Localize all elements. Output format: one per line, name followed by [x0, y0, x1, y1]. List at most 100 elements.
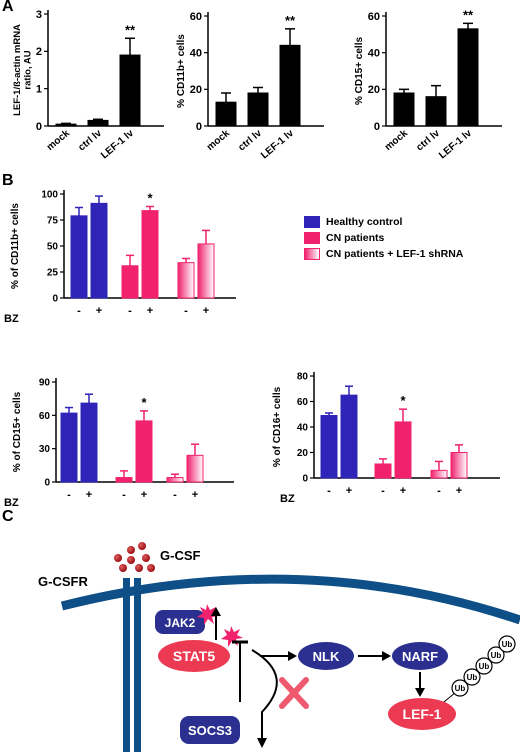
- bar: [394, 421, 412, 479]
- nlk-node: [298, 642, 354, 670]
- y-tick-label: 100: [41, 190, 58, 201]
- legend-item-cn: CN patients: [304, 230, 463, 246]
- ubiquitin-3-label: Ub: [479, 662, 490, 671]
- panel-label-c: C: [2, 508, 14, 525]
- phospho-star-stat5: [221, 626, 243, 647]
- y-tick-label: 20: [297, 448, 309, 459]
- x-tick-label: LEF-1 lv: [437, 128, 474, 162]
- x-tick-label: +: [86, 489, 92, 501]
- ubiquitin-5-label: Ub: [502, 640, 513, 649]
- legend-item-cn-shrna: CN patients + LEF-1 shRNA: [304, 246, 463, 262]
- jak2-node: [155, 610, 205, 634]
- y-tick-label: 2: [36, 46, 42, 58]
- lef1-label: LEF-1: [403, 706, 442, 722]
- lef1-node: [388, 698, 456, 730]
- y-tick-label: 3: [36, 9, 42, 21]
- x-tick-label: mock: [205, 128, 232, 153]
- bar: [215, 101, 237, 127]
- legend-label-cn-shrna: CN patients + LEF-1 shRNA: [326, 248, 464, 260]
- significance-label: *: [400, 393, 406, 408]
- x-tick-label: -: [77, 305, 81, 317]
- significance-label: **: [463, 7, 474, 22]
- x-tick-label: ctrl lv: [414, 128, 442, 154]
- y-tick-label: 0: [196, 121, 202, 133]
- bar: [177, 262, 195, 299]
- ubiquitin-3: [475, 657, 493, 675]
- bar: [119, 54, 141, 127]
- x-tick-label: +: [346, 485, 352, 497]
- ubiquitin-5: [498, 635, 516, 653]
- legend: Healthy control CN patients CN patients …: [304, 214, 463, 262]
- bar: [450, 452, 468, 479]
- x-tick-label: -: [173, 489, 177, 501]
- bar: [115, 477, 133, 483]
- bar: [457, 28, 479, 127]
- socs3-label: SOCS3: [188, 723, 232, 738]
- chart-b1-cd11b: 0 25 50 75 100 % of CD11b+ cells - + - * + - + BZ: [4, 190, 236, 325]
- x-tick-label: mock: [383, 128, 410, 153]
- y-tick-label: 0: [302, 474, 308, 485]
- receptor-chain-right: [134, 578, 141, 752]
- stat5-to-socs3-curve: [251, 649, 278, 740]
- x-tick-label: ctrl lv: [236, 128, 264, 154]
- pathway-diagram: G-CSF G-CSFR JAK2 STAT5 NLK NARF LEF-1 U…: [38, 542, 520, 752]
- ubiquitin-chain: Ub Ub Ub Ub Ub: [443, 635, 516, 703]
- significance-label: **: [125, 22, 136, 37]
- bar: [247, 92, 269, 127]
- ubiquitin-1: [451, 679, 469, 697]
- y-tick-label: 1: [36, 84, 42, 96]
- panel-label-b: B: [2, 172, 14, 189]
- nlk-to-narf-arrowhead: [382, 651, 391, 661]
- panel-label-a: A: [2, 0, 14, 15]
- bar: [425, 96, 447, 127]
- phospho-star-jak2: [197, 604, 219, 625]
- legend-item-healthy: Healthy control: [304, 214, 463, 230]
- bar: [430, 469, 448, 479]
- bar: [320, 415, 338, 479]
- bar: [80, 402, 98, 483]
- gcsf-ligand: [114, 542, 155, 572]
- bar: [279, 44, 301, 127]
- chart-a3-cd15: 0 20 40 60 % CD15+ cells mock ctrl lv ** LEF-1 l…: [354, 7, 502, 162]
- inhibition-cross-icon: [279, 677, 309, 709]
- x-tick-label: -: [128, 305, 132, 317]
- cell-membrane: [60, 574, 520, 625]
- x-tick-label: LEF-1 lv: [99, 128, 136, 162]
- y-axis-label: % CD11b+ cells: [176, 34, 187, 108]
- y-tick-label: 30: [39, 444, 51, 455]
- x-tick-label: -: [184, 305, 188, 317]
- y-tick-label: 20: [190, 84, 202, 96]
- x-tick-label: -: [122, 489, 126, 501]
- narf-to-lef1-arrowhead: [415, 688, 425, 697]
- x-tick-label: -: [67, 489, 71, 501]
- bar: [166, 477, 184, 483]
- x-tick-label: +: [192, 489, 198, 501]
- x-tick-label: +: [147, 305, 153, 317]
- bar: [197, 243, 215, 299]
- chart-a2-cd11b: 0 20 40 60% CD11b+ cells mock ctrl lv ** LEF-1 …: [176, 11, 324, 161]
- legend-swatch-cn-shrna: [304, 248, 320, 260]
- ligand-label: G-CSF: [160, 548, 201, 563]
- x-tick-label: +: [203, 305, 209, 317]
- stat5-label: STAT5: [173, 648, 215, 664]
- y-axis-label: % of CD16+ cells: [272, 386, 283, 467]
- y-tick-label: 60: [368, 11, 380, 23]
- significance-label: *: [141, 395, 147, 410]
- x-tick-label: -: [381, 485, 385, 497]
- y-tick-label: 0: [44, 478, 50, 489]
- x-tick-label: mock: [45, 128, 72, 153]
- stat5-to-socs3-arrowhead: [257, 738, 267, 748]
- receptor-chain-left: [123, 578, 130, 752]
- chart-b3-cd16: 0 20 40 60 80 % of CD16+ cells - + - * + - + BZ: [272, 372, 500, 505]
- y-tick-label: 75: [47, 216, 59, 227]
- bar: [393, 92, 415, 127]
- bz-label: BZ: [280, 493, 295, 505]
- ubiquitin-4: [487, 646, 505, 664]
- y-tick-label: 60: [39, 411, 51, 422]
- y-tick-label: 0: [374, 121, 380, 133]
- bz-label: BZ: [4, 497, 19, 508]
- x-tick-label: +: [400, 485, 406, 497]
- y-tick-label: 40: [190, 48, 202, 60]
- bar: [60, 412, 78, 483]
- y-tick-label: 60: [190, 11, 202, 23]
